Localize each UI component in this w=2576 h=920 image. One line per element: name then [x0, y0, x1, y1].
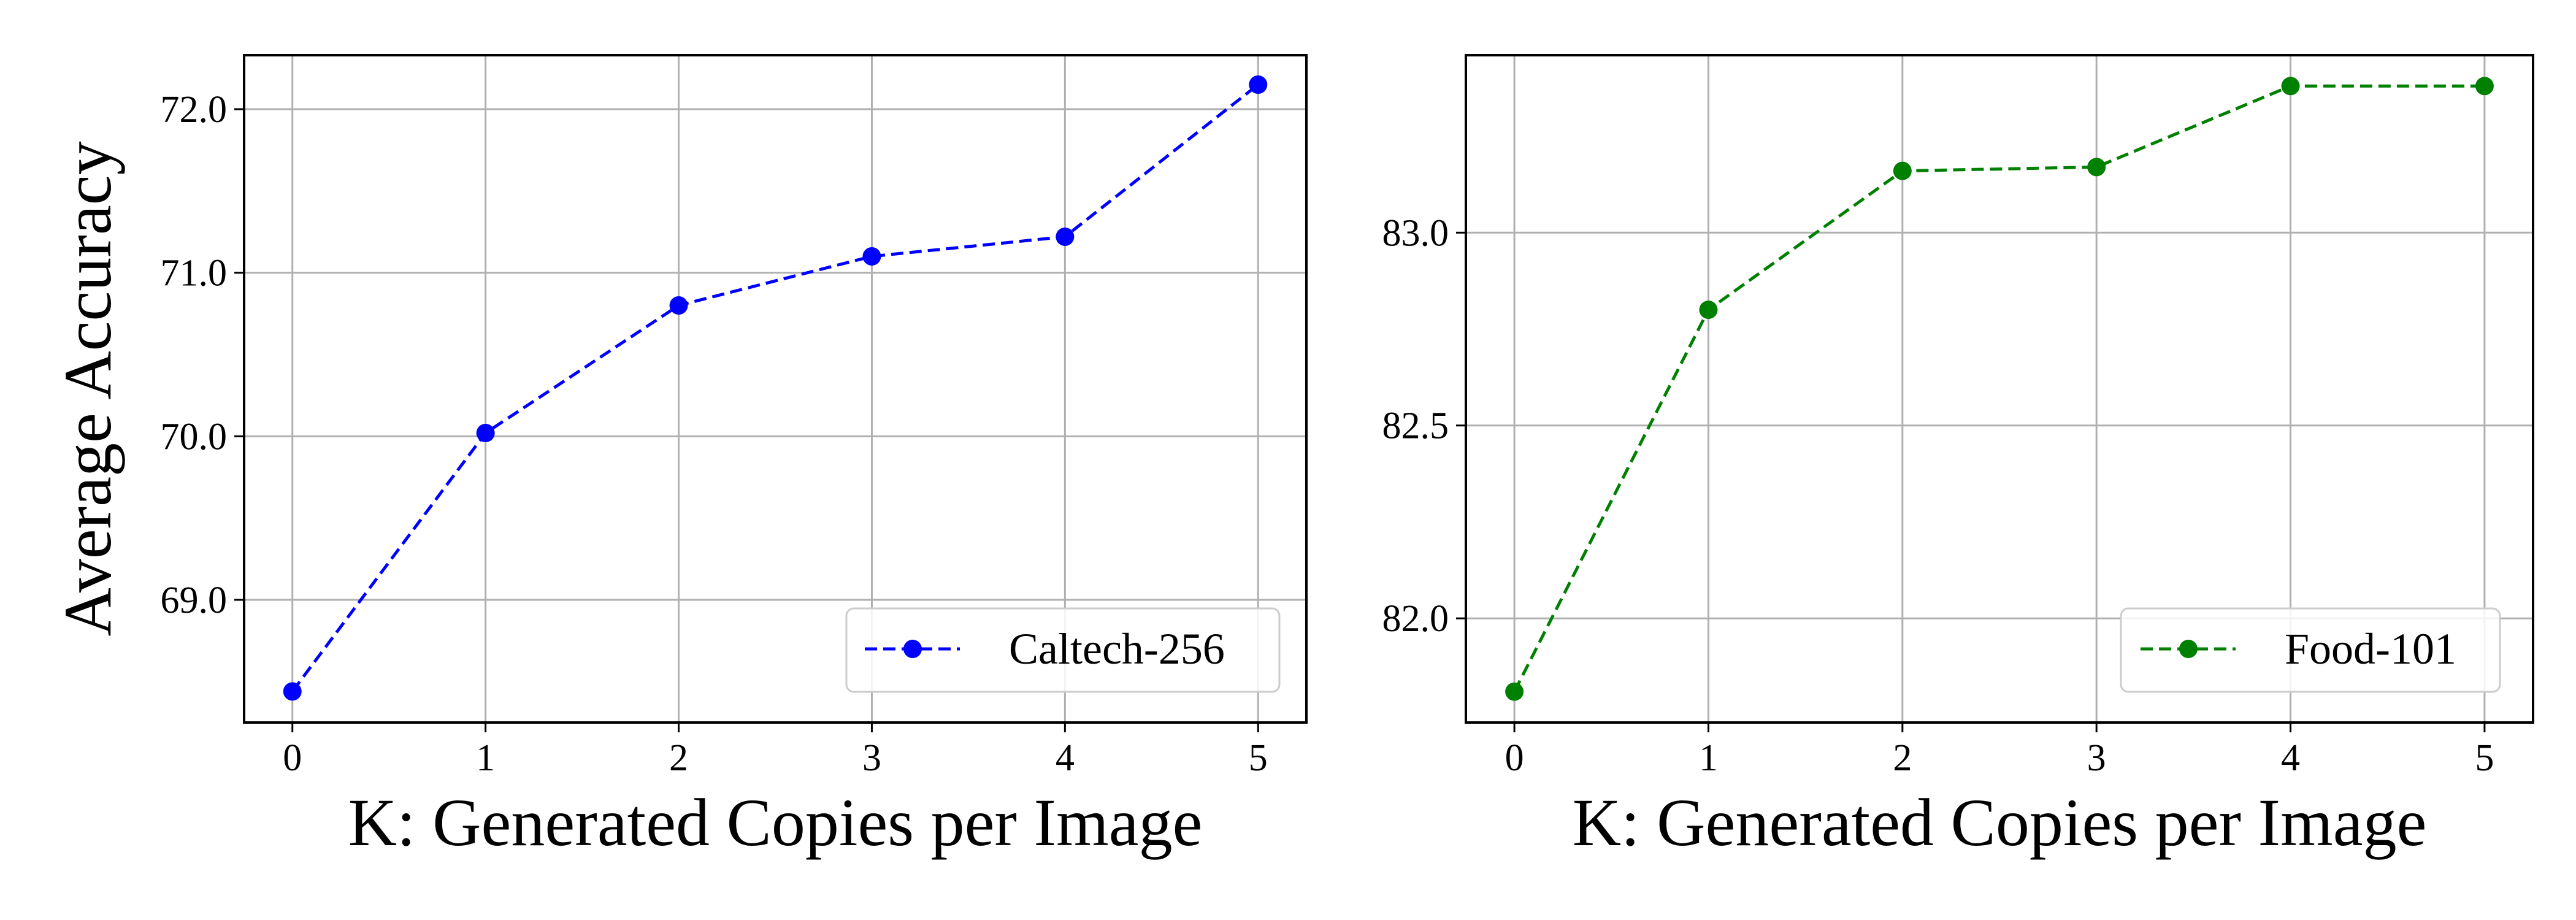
data-point-caltech-256	[1056, 228, 1075, 246]
x-tick-label: 2	[1893, 737, 1912, 779]
series-layer	[283, 75, 1268, 701]
series-line-caltech-256	[291, 83, 1259, 692]
data-point-caltech-256	[669, 296, 688, 315]
legend-marker-sample	[2179, 640, 2198, 658]
legend-label: Caltech-256	[1009, 624, 1225, 673]
y-axis-label: Average Accuracy	[50, 141, 125, 636]
chart-caltech-256: 0 1 2 3 4 5 69.0 70.0 71.0 72.0 K: Generated Copi…	[50, 54, 1308, 860]
plot-frame	[243, 54, 1308, 724]
plot-frame	[1465, 54, 2534, 724]
x-axis-label: K: Generated Copies per Image	[348, 785, 1203, 860]
grid-lines	[244, 55, 1306, 723]
y-tick-label: 83.0	[1382, 212, 1449, 254]
data-point-caltech-256	[862, 247, 881, 266]
y-tick-label: 69.0	[161, 580, 228, 621]
x-axis-label: K: Generated Copies per Image	[1573, 785, 2427, 860]
x-tick-label: 1	[1699, 737, 1718, 779]
y-tick-label: 70.0	[161, 416, 228, 458]
data-point-food-101	[2281, 77, 2300, 96]
y-tick-label: 82.5	[1382, 405, 1449, 447]
legend: Food-101	[2120, 607, 2501, 693]
x-tick-label: 2	[669, 737, 688, 779]
data-point-food-101	[1699, 301, 1718, 320]
data-point-caltech-256	[476, 424, 495, 442]
data-point-food-101	[2475, 77, 2494, 96]
series-layer	[1505, 77, 2494, 701]
series-line-food-101	[1512, 84, 2485, 692]
x-tick-label: 0	[1505, 737, 1524, 779]
chart-food-101: 0 1 2 3 4 5 82.0 82.5 83.0 K: Generated Copies p…	[1382, 54, 2534, 860]
x-tick-label: 4	[1056, 737, 1075, 779]
y-tick-label: 72.0	[161, 89, 228, 131]
y-tick-label: 82.0	[1382, 598, 1449, 640]
data-point-food-101	[1505, 682, 1524, 701]
legend-label: Food-101	[2285, 624, 2456, 673]
axis-ticks: 0 1 2 3 4 5 69.0 70.0 71.0 72.0	[161, 89, 1268, 779]
x-tick-label: 5	[1249, 737, 1268, 779]
axis-ticks: 0 1 2 3 4 5 82.0 82.5 83.0	[1382, 212, 2494, 779]
y-tick-label: 71.0	[161, 253, 228, 294]
legend-box	[845, 607, 1281, 693]
x-tick-label: 4	[2281, 737, 2300, 779]
legend: Caltech-256	[845, 607, 1281, 693]
x-tick-label: 3	[2087, 737, 2106, 779]
x-tick-label: 3	[862, 737, 881, 779]
legend-box	[2120, 607, 2501, 693]
x-tick-label: 0	[283, 737, 302, 779]
x-tick-label: 1	[476, 737, 495, 779]
data-point-food-101	[1893, 161, 1912, 180]
x-tick-label: 5	[2475, 737, 2494, 779]
data-point-food-101	[2087, 158, 2106, 177]
data-point-caltech-256	[1249, 75, 1268, 94]
data-point-caltech-256	[283, 682, 302, 701]
legend-marker-sample	[903, 640, 922, 658]
